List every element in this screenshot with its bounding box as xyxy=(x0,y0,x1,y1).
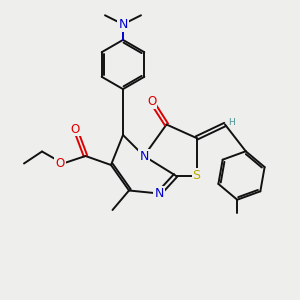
Text: O: O xyxy=(147,94,156,108)
Text: N: N xyxy=(154,187,164,200)
Text: O: O xyxy=(70,122,80,136)
Text: O: O xyxy=(56,157,64,170)
Text: S: S xyxy=(193,169,200,182)
Text: N: N xyxy=(118,18,128,31)
Text: N: N xyxy=(139,149,149,163)
Text: H: H xyxy=(228,118,235,127)
